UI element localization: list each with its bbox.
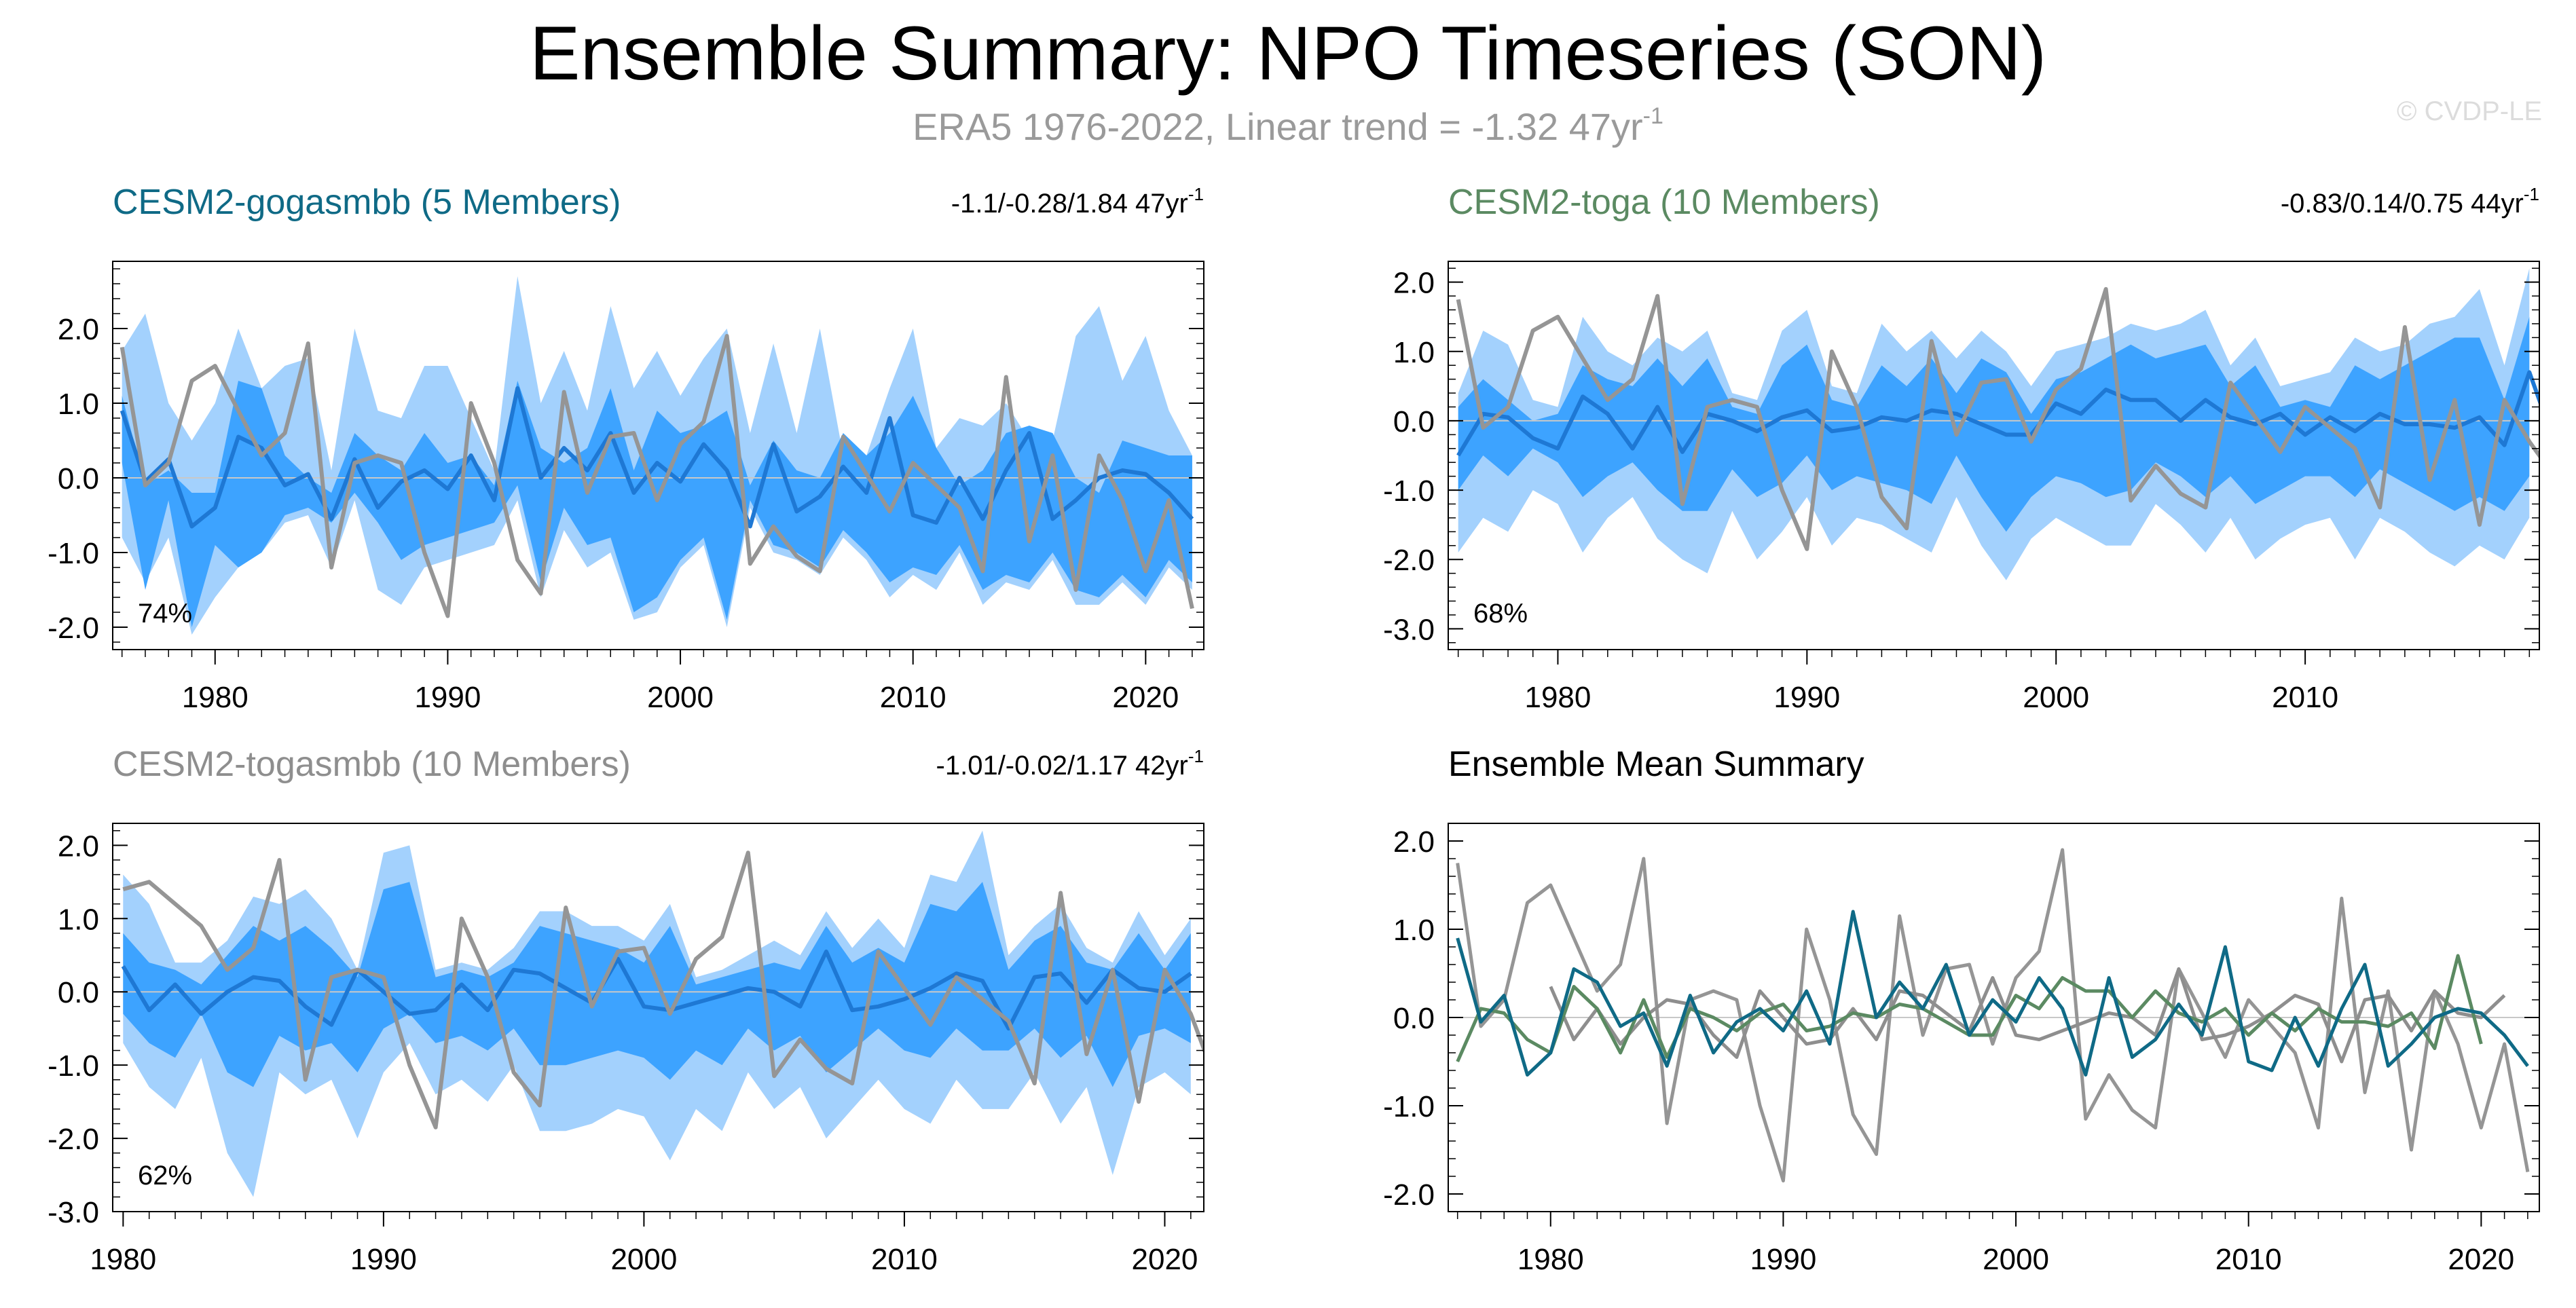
percent-label: 62% — [138, 1161, 192, 1191]
x-tick-label: 1990 — [414, 681, 481, 714]
x-tick-label: 2010 — [2215, 1243, 2282, 1276]
y-tick-label: 2.0 — [1393, 267, 1435, 300]
observations-line — [122, 851, 1204, 1129]
series-line-cesm2-gogasmbb — [1456, 910, 2529, 1077]
plot-frame — [1448, 261, 2540, 650]
trend-label-superscript: -1 — [1188, 746, 1204, 766]
x-tick-label: 2000 — [610, 1243, 677, 1276]
observations-line — [1456, 286, 2539, 551]
y-tick-label: -1.0 — [48, 1049, 99, 1083]
panel-title: CESM2-gogasmbb (5 Members) — [113, 183, 621, 222]
x-tick-label: 1990 — [1750, 1243, 1816, 1276]
figure-title: Ensemble Summary: NPO Timeseries (SON) — [529, 11, 2047, 96]
x-tick-label: 1980 — [1524, 681, 1591, 714]
trend-label: -0.83/0.14/0.75 44yr-1 — [2281, 184, 2539, 219]
trend-label: -1.1/-0.28/1.84 47yr-1 — [951, 184, 1204, 219]
x-tick-label: 1980 — [182, 681, 249, 714]
chart-panel-2: -3.0 -2.0 -1.0 0.0 1.0 2.0 1980 1990 2000 2010 CES… — [1383, 183, 2540, 714]
trend-label-text: -0.83/0.14/0.75 44yr — [2281, 189, 2524, 219]
y-tick-label: 2.0 — [58, 829, 99, 863]
y-tick-label: -2.0 — [1383, 1178, 1435, 1212]
y-tick-label: -1.0 — [1383, 474, 1435, 508]
x-tick-label: 1990 — [1773, 681, 1840, 714]
data-layer — [113, 830, 1204, 1197]
x-tick-label: 2010 — [871, 1243, 938, 1276]
series-line-era5 — [1456, 848, 2530, 1182]
x-tick-label: 2000 — [2023, 681, 2089, 714]
y-tick-label: 1.0 — [58, 388, 99, 421]
chart-panel-1: -2.0 -1.0 0.0 1.0 2.0 1980 1990 2000 2010 2020 CES… — [48, 183, 1204, 714]
x-tick-label: 2020 — [1112, 681, 1179, 714]
ensemble-iqr-band — [1458, 316, 2530, 532]
ensemble-mean-line — [121, 949, 1192, 1031]
y-tick-label: 1.0 — [58, 903, 99, 936]
data-layer — [1448, 848, 2539, 1182]
y-tick-label: 0.0 — [58, 976, 99, 1009]
data-layer — [1448, 268, 2539, 580]
x-tick-label: 2020 — [2448, 1243, 2514, 1276]
y-tick-label: -3.0 — [48, 1196, 99, 1229]
copyright-label: © CVDP-LE — [2397, 96, 2542, 126]
x-tick-label: 1980 — [1517, 1243, 1584, 1276]
ensemble-iqr-band — [122, 381, 1192, 627]
y-tick-label: 0.0 — [1393, 405, 1435, 438]
x-tick-label: 2000 — [1983, 1243, 2049, 1276]
percent-label: 74% — [138, 599, 192, 629]
plot-frame — [112, 823, 1204, 1212]
y-tick-label: -2.0 — [48, 612, 99, 645]
trend-label: -1.01/-0.02/1.17 42yr-1 — [936, 746, 1204, 781]
trend-label-superscript: -1 — [1188, 184, 1204, 204]
data-layer — [113, 276, 1204, 635]
y-tick-label: 1.0 — [1393, 914, 1435, 947]
y-tick-label: -2.0 — [1383, 544, 1435, 577]
x-tick-label: 1980 — [90, 1243, 156, 1276]
y-tick-label: -1.0 — [48, 537, 99, 570]
y-tick-label: -1.0 — [1383, 1090, 1435, 1123]
panel-title: Ensemble Mean Summary — [1448, 745, 1864, 784]
y-tick-label: -2.0 — [48, 1123, 99, 1156]
series-line-cesm2-togasmbb — [1549, 967, 2506, 1064]
trend-label-text: -1.01/-0.02/1.17 42yr — [936, 751, 1188, 781]
y-tick-label: -3.0 — [1383, 613, 1435, 646]
chart-panel-4: -2.0 -1.0 0.0 1.0 2.0 1980 1990 2000 2010 2020 Ens… — [1383, 745, 2540, 1276]
ensemble-mean-line — [1456, 370, 2539, 457]
x-tick-label: 2020 — [1132, 1243, 1198, 1276]
plot-frame — [112, 261, 1204, 650]
y-tick-label: 2.0 — [58, 313, 99, 346]
observations-line — [119, 334, 1194, 618]
x-tick-label: 2010 — [2272, 681, 2338, 714]
y-tick-label: 2.0 — [1393, 825, 1435, 859]
panel-title: CESM2-togasmbb (10 Members) — [113, 745, 631, 784]
x-tick-label: 2010 — [880, 681, 946, 714]
chart-panel-3: -3.0 -2.0 -1.0 0.0 1.0 2.0 1980 1990 2000 2010 202… — [48, 745, 1204, 1276]
y-tick-label: 1.0 — [1393, 336, 1435, 369]
ensemble-mean-line — [119, 386, 1194, 529]
y-tick-label: 0.0 — [58, 462, 99, 496]
percent-label: 68% — [1473, 599, 1528, 629]
trend-label-superscript: -1 — [2524, 184, 2539, 204]
figure-subtitle: ERA5 1976-2022, Linear trend = -1.32 47y… — [913, 103, 1663, 148]
panel-title: CESM2-toga (10 Members) — [1448, 183, 1880, 222]
x-tick-label: 2000 — [647, 681, 714, 714]
x-tick-label: 1990 — [350, 1243, 417, 1276]
y-tick-label: 0.0 — [1393, 1002, 1435, 1035]
trend-label-text: -1.1/-0.28/1.84 47yr — [951, 189, 1188, 219]
